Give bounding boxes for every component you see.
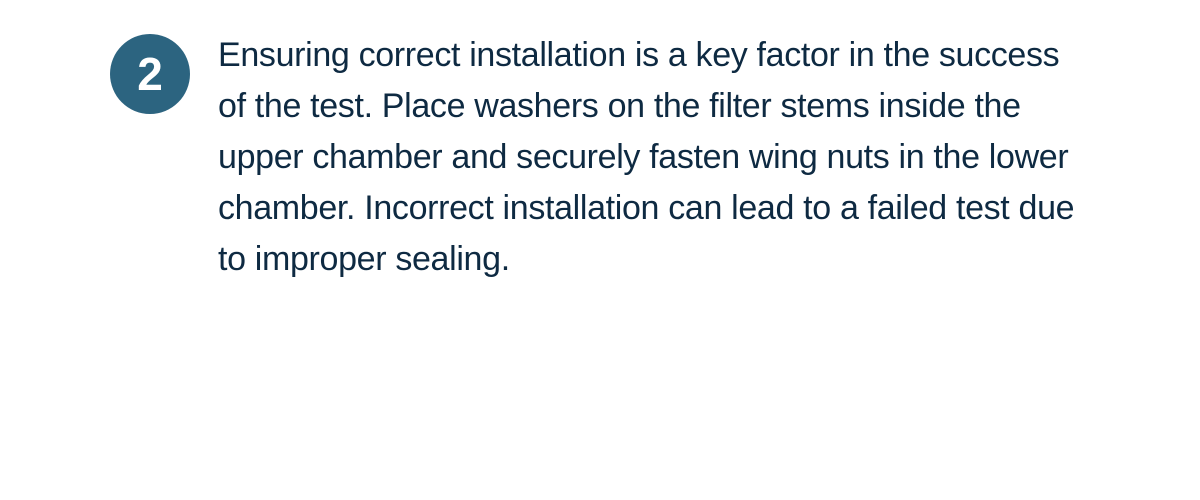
step-instruction-text: Ensuring correct installation is a key f… <box>218 30 1090 285</box>
step-number-badge: 2 <box>110 34 190 114</box>
step-container: 2 Ensuring correct installation is a key… <box>110 30 1090 285</box>
step-number: 2 <box>137 51 163 97</box>
